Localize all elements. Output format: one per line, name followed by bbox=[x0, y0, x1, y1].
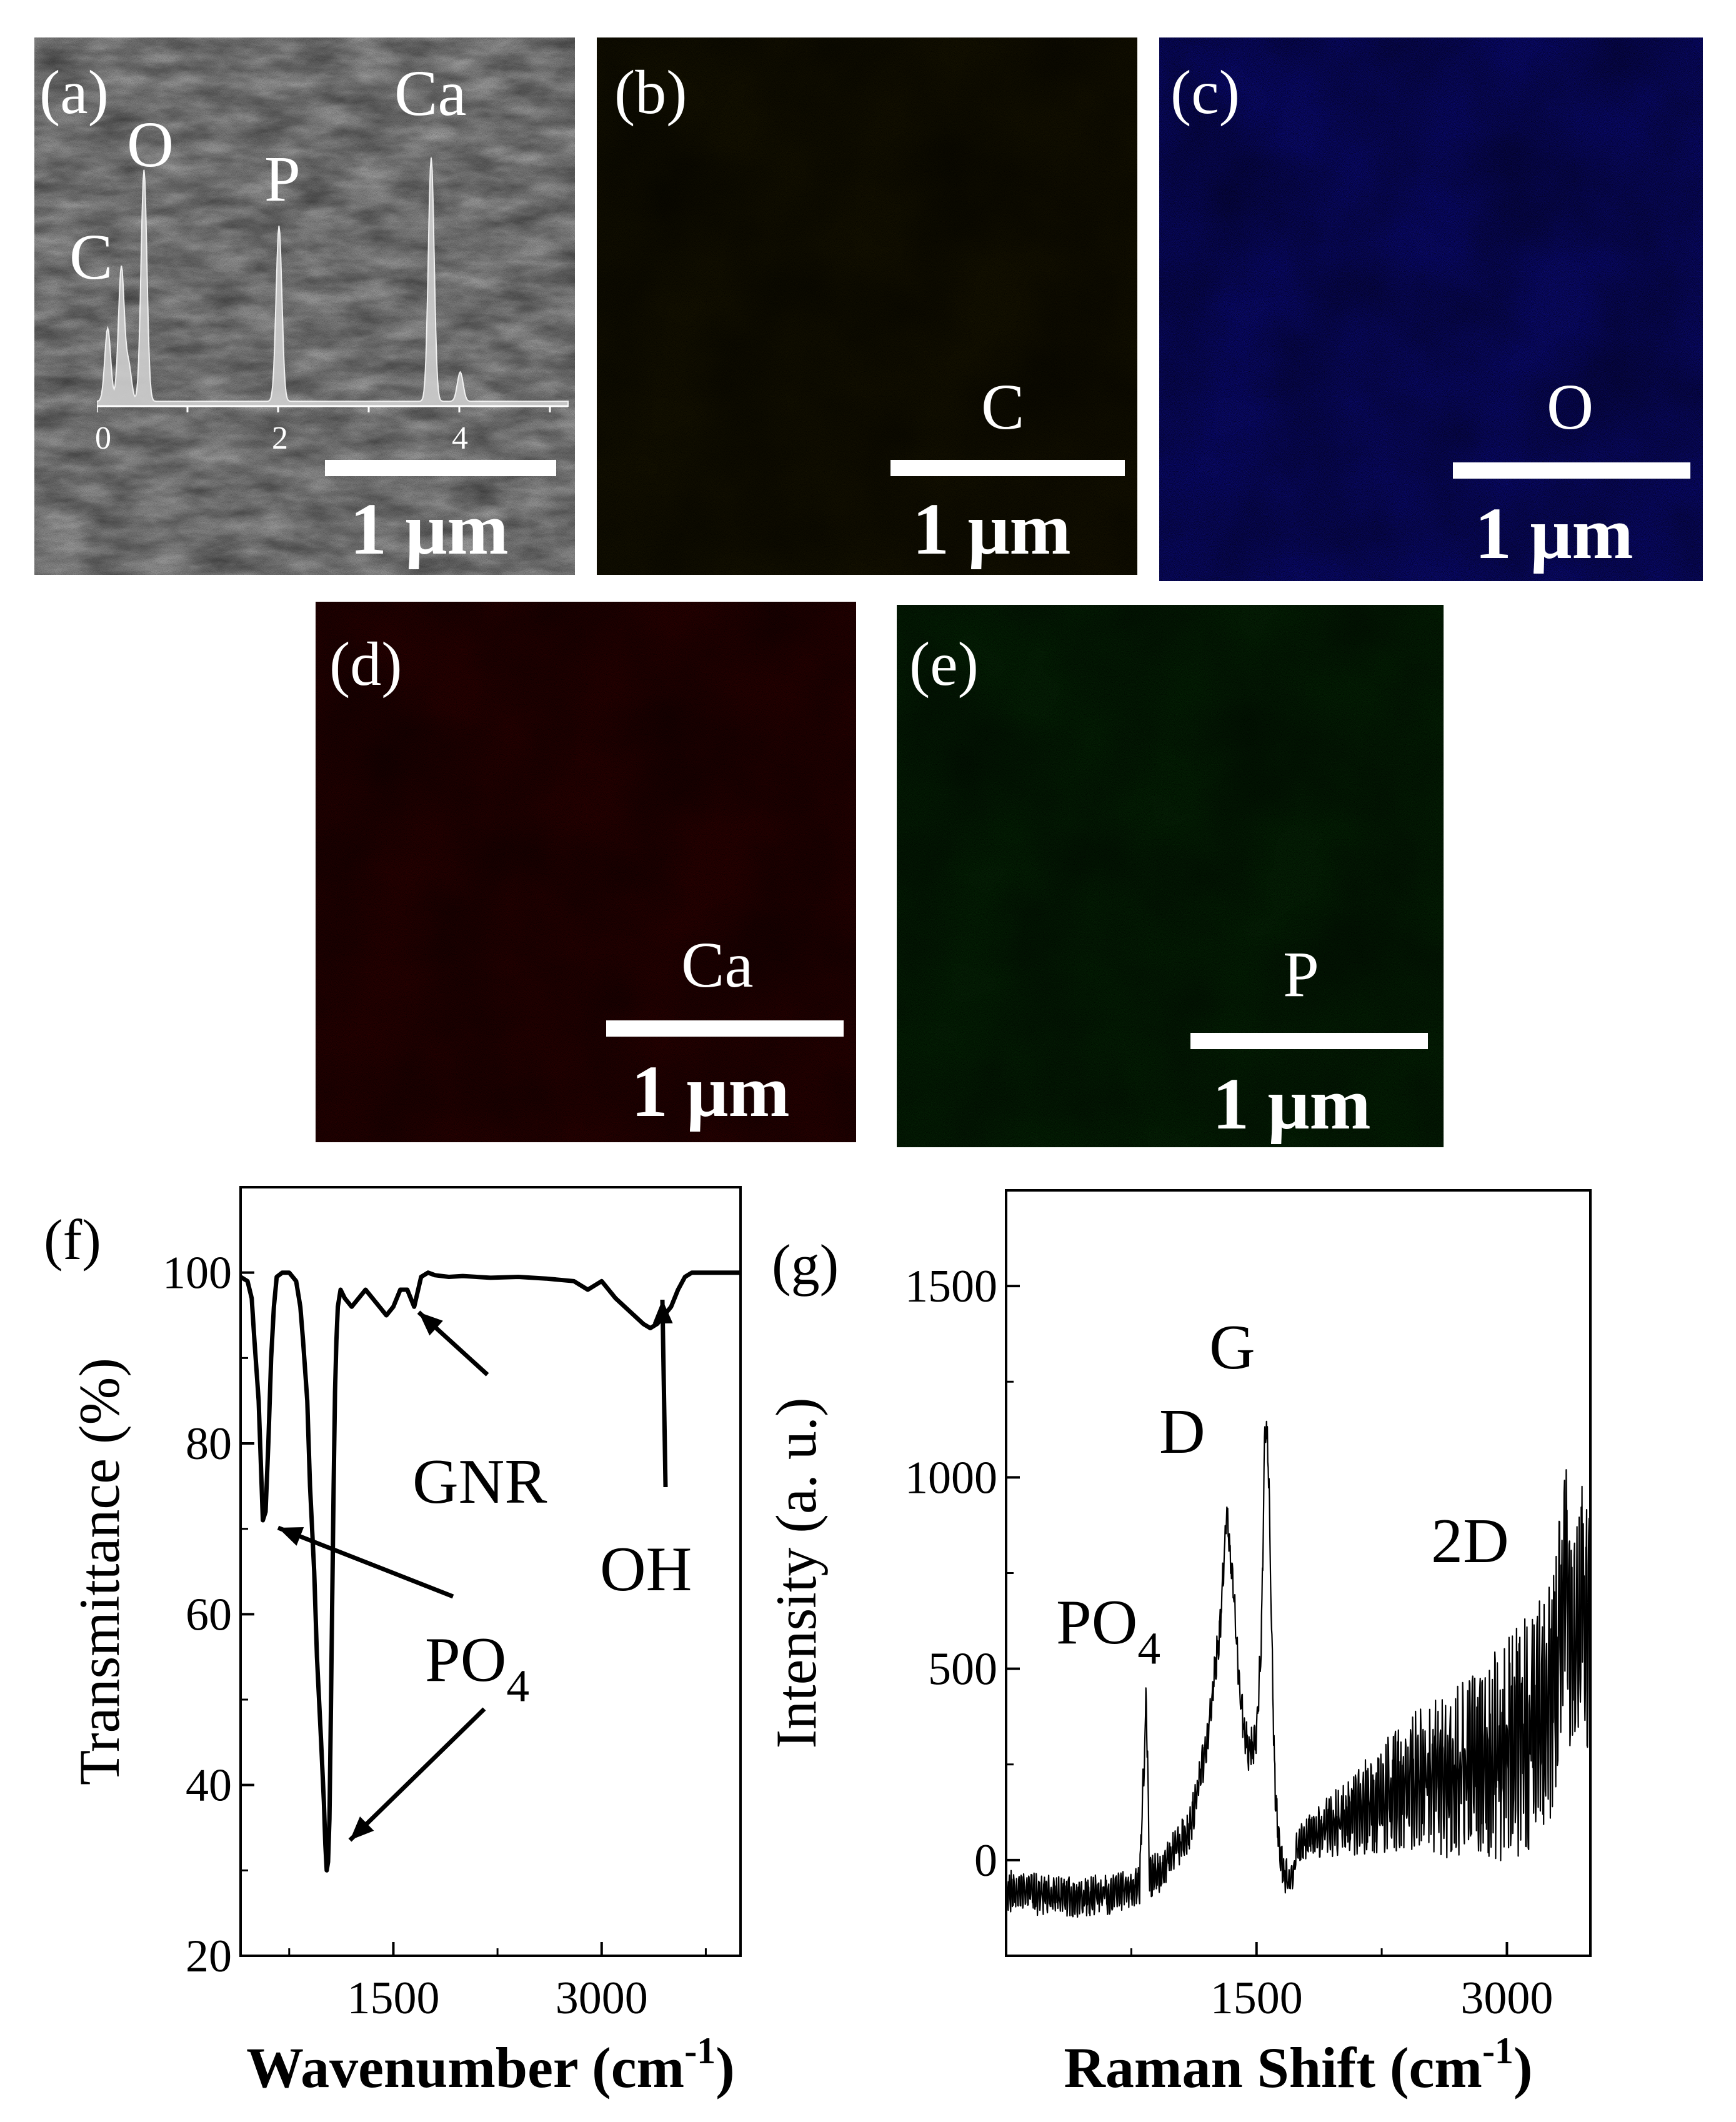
x-axis-title: Raman Shift (cm-1) bbox=[1064, 2030, 1532, 2100]
eds-trace bbox=[97, 157, 569, 407]
y-axis-title: Intensity (a. u.) bbox=[764, 1397, 828, 1748]
x-tick-label: 3000 bbox=[1460, 1973, 1553, 2024]
eds-peak-o: O bbox=[127, 109, 174, 181]
arrow-po4-1 bbox=[277, 1525, 454, 1599]
scale-text: 1 μm bbox=[1212, 1063, 1371, 1145]
eds-tick-4: 4 bbox=[452, 421, 468, 456]
x-tick-label: 1500 bbox=[1210, 1973, 1303, 2024]
arrow-po4-1-head bbox=[278, 1527, 304, 1546]
y-tick-label: 100 bbox=[162, 1248, 232, 1299]
arrow-oh-head bbox=[652, 1300, 673, 1324]
data-line bbox=[239, 1270, 741, 1873]
annotation-d: D bbox=[1159, 1397, 1205, 1467]
arrow-gnr-head bbox=[419, 1312, 443, 1336]
eds-peak-ca: Ca bbox=[394, 57, 467, 129]
chart-f-ftir: 20 40 60 80 100 1500 3000 (f) Wavenumber (cm-1) T… bbox=[44, 1186, 742, 2100]
annotation-g: G bbox=[1209, 1312, 1255, 1383]
eds-spectrum bbox=[97, 157, 569, 412]
scale-text: 1 μm bbox=[350, 488, 509, 570]
y-tick-label: 40 bbox=[186, 1760, 232, 1811]
eds-tick-2: 2 bbox=[272, 421, 288, 456]
scale-text: 1 μm bbox=[912, 488, 1071, 570]
chart-g-raman: 0 500 1000 1500 1500 3000 (g) Raman Shift (cm-1… bbox=[764, 1189, 1592, 2100]
panel-a-label: (a) bbox=[39, 57, 109, 127]
panel-e-phosphorus-map: (e) P 1 μm bbox=[897, 605, 1444, 1147]
x-tick-label: 1500 bbox=[347, 1973, 439, 2024]
y-tick-label: 80 bbox=[186, 1418, 232, 1470]
panel-label: (g) bbox=[772, 1233, 839, 1297]
annotation-po4: PO4 bbox=[425, 1625, 529, 1711]
scale-bar bbox=[890, 460, 1125, 476]
eds-peak-c: C bbox=[69, 221, 113, 293]
element-label: P bbox=[1283, 939, 1319, 1010]
element-label: O bbox=[1547, 371, 1594, 443]
map-texture bbox=[897, 605, 1444, 1147]
annotation-oh: OH bbox=[600, 1534, 692, 1605]
scale-text: 1 μm bbox=[1475, 492, 1634, 574]
scale-bar bbox=[325, 460, 556, 476]
panel-d-label: (d) bbox=[329, 629, 402, 699]
scale-bar bbox=[606, 1020, 844, 1037]
x-tick-label: 3000 bbox=[556, 1973, 648, 2024]
data-line bbox=[1005, 1420, 1591, 1918]
map-texture bbox=[597, 37, 1137, 575]
eds-tick-0: 0 bbox=[95, 421, 111, 456]
annotation-po4: PO4 bbox=[1056, 1587, 1160, 1674]
scale-bar bbox=[1453, 462, 1690, 479]
y-axis-title: Transmittance (%) bbox=[67, 1358, 131, 1785]
y-tick-label: 1500 bbox=[905, 1261, 997, 1312]
element-label: Ca bbox=[681, 929, 754, 1001]
eds-peak-p: P bbox=[264, 143, 301, 215]
arrow-po4-2-head bbox=[350, 1816, 374, 1840]
panel-b-label: (b) bbox=[614, 57, 687, 127]
y-tick-label: 1000 bbox=[905, 1452, 997, 1503]
panel-e-label: (e) bbox=[909, 629, 979, 699]
map-texture bbox=[1159, 37, 1703, 581]
annotation-gnr: GNR bbox=[412, 1447, 547, 1517]
x-axis-title: Wavenumber (cm-1) bbox=[246, 2030, 735, 2100]
y-tick-label: 20 bbox=[186, 1931, 232, 1982]
scale-text: 1 μm bbox=[631, 1050, 790, 1132]
map-texture bbox=[316, 602, 856, 1142]
sem-texture bbox=[34, 37, 575, 575]
element-label: C bbox=[981, 371, 1025, 443]
panel-label: (f) bbox=[44, 1208, 101, 1272]
panel-b-carbon-map: (b) C 1 μm bbox=[597, 37, 1137, 575]
y-tick-label: 500 bbox=[928, 1644, 997, 1695]
annotation-2d: 2D bbox=[1431, 1506, 1509, 1577]
arrow-po4-2 bbox=[348, 1707, 486, 1842]
panel-d-calcium-map: (d) Ca 1 μm bbox=[316, 602, 856, 1142]
panel-c-label: (c) bbox=[1170, 57, 1240, 127]
y-tick-label: 0 bbox=[974, 1835, 997, 1886]
panel-c-oxygen-map: (c) O 1 μm bbox=[1159, 37, 1703, 581]
panel-a-sem: (a) C O P Ca 0 2 4 1 μm bbox=[34, 37, 575, 575]
y-tick-label: 60 bbox=[186, 1589, 232, 1640]
arrow-oh bbox=[660, 1299, 668, 1488]
plot-frame bbox=[239, 1186, 742, 1957]
scale-bar bbox=[1190, 1033, 1428, 1049]
